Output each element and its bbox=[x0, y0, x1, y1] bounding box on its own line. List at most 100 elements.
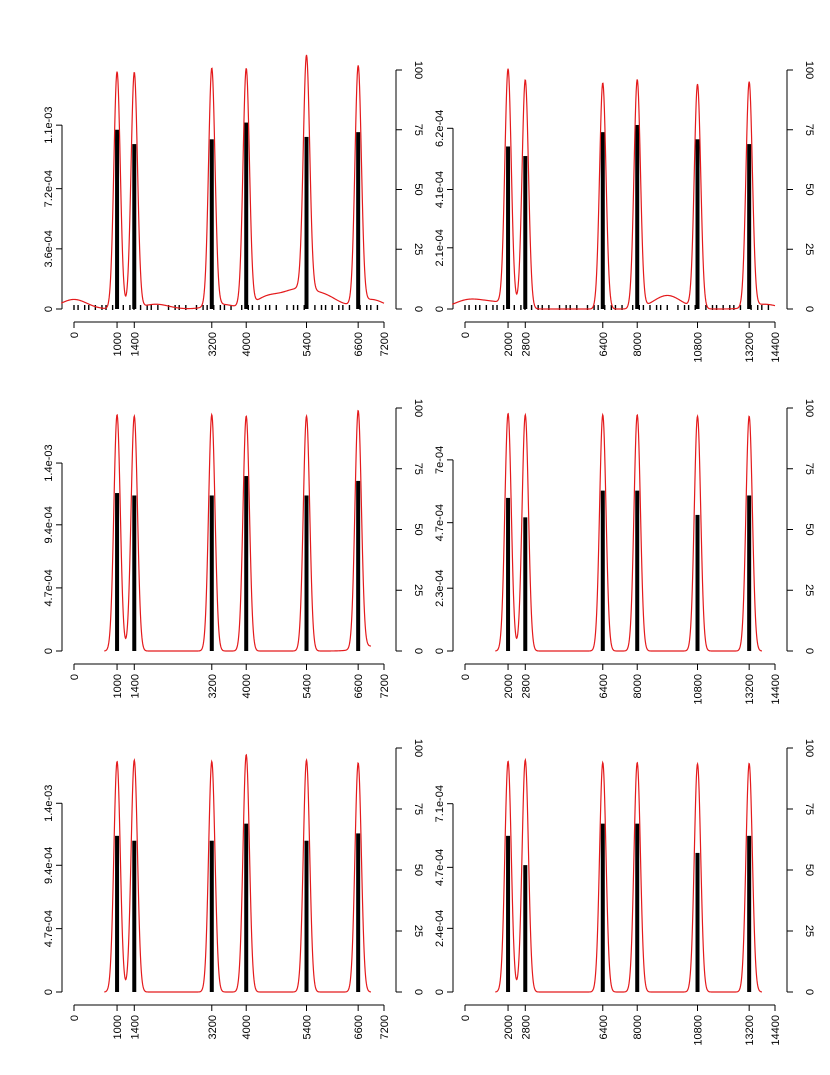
bar bbox=[506, 146, 511, 309]
bar bbox=[244, 823, 249, 992]
right-tick-label: 100 bbox=[803, 399, 815, 417]
density-line bbox=[104, 753, 372, 993]
right-tick-label: 75 bbox=[803, 803, 815, 815]
left-tick-label: 0 bbox=[434, 306, 446, 312]
right-tick-label: 0 bbox=[412, 306, 424, 312]
bar bbox=[747, 144, 752, 309]
right-tick-label: 25 bbox=[412, 584, 424, 596]
right-tick-label: 75 bbox=[412, 463, 424, 475]
bar bbox=[600, 490, 605, 651]
panel-4: 0 2000 2800 6400 8000 10800 13200 14400 0 2.3e-04… bbox=[434, 399, 815, 705]
bar bbox=[747, 495, 752, 651]
left-tick-label: 7.2e-04 bbox=[43, 170, 55, 207]
x-tick-label: 8000 bbox=[632, 674, 644, 698]
left-tick-label: 0 bbox=[434, 648, 446, 654]
bar bbox=[635, 490, 640, 651]
bar bbox=[304, 840, 309, 992]
x-tick-label: 0 bbox=[69, 332, 81, 338]
right-tick-label: 50 bbox=[412, 183, 424, 195]
right-tick-label: 75 bbox=[803, 463, 815, 475]
bar bbox=[356, 833, 361, 992]
bar bbox=[209, 495, 214, 651]
x-tick-label: 4000 bbox=[241, 674, 253, 698]
bar bbox=[695, 852, 700, 992]
bar bbox=[600, 132, 605, 309]
right-tick-label: 50 bbox=[412, 523, 424, 535]
right-tick-label: 50 bbox=[803, 183, 815, 195]
bar bbox=[635, 823, 640, 992]
x-tick-label: 1000 bbox=[112, 674, 124, 698]
x-tick-label: 14400 bbox=[770, 674, 782, 705]
bar bbox=[209, 840, 214, 992]
x-tick-label: 2000 bbox=[503, 674, 515, 698]
left-tick-label: 4.7e-04 bbox=[43, 569, 55, 606]
x-tick-label: 2800 bbox=[520, 332, 532, 356]
x-tick-label: 4000 bbox=[241, 1015, 253, 1039]
bar bbox=[209, 139, 214, 309]
density-line bbox=[495, 757, 763, 993]
left-tick-label: 2.3e-04 bbox=[434, 570, 446, 607]
right-tick-label: 75 bbox=[412, 124, 424, 136]
x-tick-label: 1000 bbox=[112, 332, 124, 356]
left-tick-label: 9.4e-04 bbox=[43, 506, 55, 543]
density-line bbox=[495, 412, 763, 652]
bar bbox=[356, 480, 361, 651]
x-tick-label: 6400 bbox=[598, 332, 610, 356]
x-tick-label: 4000 bbox=[241, 332, 253, 356]
x-tick-label: 0 bbox=[460, 332, 472, 338]
right-tick-label: 100 bbox=[803, 61, 815, 79]
bar bbox=[600, 823, 605, 992]
right-tick-label: 25 bbox=[412, 925, 424, 937]
left-tick-label: 0 bbox=[43, 648, 55, 654]
right-tick-label: 0 bbox=[803, 306, 815, 312]
bar bbox=[115, 835, 120, 992]
x-tick-label: 13200 bbox=[744, 674, 756, 705]
right-tick-label: 100 bbox=[412, 739, 424, 757]
right-tick-label: 50 bbox=[803, 864, 815, 876]
right-tick-label: 25 bbox=[803, 243, 815, 255]
x-tick-label: 6400 bbox=[598, 1015, 610, 1039]
left-tick-label: 4.1e-04 bbox=[434, 171, 446, 208]
bar bbox=[506, 835, 511, 992]
bar bbox=[304, 136, 309, 309]
left-tick-label: 1.4e-03 bbox=[43, 785, 55, 822]
x-tick-label: 10800 bbox=[693, 332, 705, 363]
x-tick-label: 1400 bbox=[129, 1015, 141, 1039]
x-tick-label: 6600 bbox=[353, 1015, 365, 1039]
bar bbox=[115, 493, 120, 651]
left-tick-label: 3.6e-04 bbox=[43, 230, 55, 267]
x-tick-label: 10800 bbox=[693, 1015, 705, 1046]
left-tick-label: 0 bbox=[43, 306, 55, 312]
bar bbox=[356, 132, 361, 309]
right-tick-label: 75 bbox=[803, 124, 815, 136]
bar bbox=[115, 129, 120, 309]
bar bbox=[523, 156, 528, 309]
panel-1: 0 1000 1400 3200 4000 5400 6600 720003.6e-047.2… bbox=[43, 54, 424, 356]
right-tick-label: 25 bbox=[803, 584, 815, 596]
bar bbox=[506, 497, 511, 651]
left-tick-label: 1.4e-03 bbox=[43, 444, 55, 481]
right-tick-label: 0 bbox=[412, 648, 424, 654]
x-tick-label: 1000 bbox=[112, 1015, 124, 1039]
x-tick-label: 0 bbox=[69, 1015, 81, 1021]
bar bbox=[523, 517, 528, 651]
x-tick-label: 14400 bbox=[770, 332, 782, 363]
bar bbox=[132, 840, 137, 992]
left-tick-label: 7.1e-04 bbox=[434, 785, 446, 822]
bar bbox=[523, 865, 528, 992]
bar bbox=[747, 835, 752, 992]
left-tick-label: 4.7e-04 bbox=[434, 849, 446, 886]
right-tick-label: 50 bbox=[412, 864, 424, 876]
x-tick-label: 2800 bbox=[520, 1015, 532, 1039]
left-tick-label: 4.7e-04 bbox=[434, 504, 446, 541]
left-tick-label: 9.4e-04 bbox=[43, 847, 55, 884]
x-tick-label: 8000 bbox=[632, 1015, 644, 1039]
x-tick-label: 1400 bbox=[129, 674, 141, 698]
right-tick-label: 25 bbox=[803, 925, 815, 937]
left-tick-label: 2.4e-04 bbox=[434, 910, 446, 947]
density-line bbox=[451, 68, 776, 310]
panel-3: 0 1000 1400 3200 4000 5400 6600 720004.7e-049.4… bbox=[43, 399, 424, 699]
x-tick-label: 14400 bbox=[770, 1015, 782, 1046]
right-tick-label: 0 bbox=[803, 648, 815, 654]
density-line bbox=[60, 54, 385, 310]
